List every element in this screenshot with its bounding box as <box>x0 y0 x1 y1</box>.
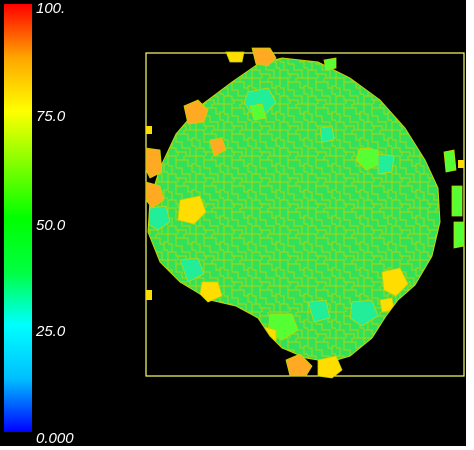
grain-island-left-4 <box>146 126 152 134</box>
grain-island-left-1 <box>183 99 209 125</box>
grain-island-right-4 <box>458 160 464 168</box>
color-scale-bar <box>4 4 32 432</box>
grain-field <box>148 58 440 362</box>
grain-island-bottom-2 <box>317 355 343 379</box>
grain-island-top-3 <box>323 57 337 71</box>
grain-island-right-3 <box>453 221 465 249</box>
colorbar-label-50: 50.0 <box>36 217 66 234</box>
grain-map-plot <box>145 47 465 379</box>
grain-island-bottom-1 <box>285 353 313 377</box>
colorbar-label-75: 75.0 <box>36 108 66 125</box>
colorbar-label-25: 25.0 <box>36 323 66 340</box>
grain-island-right-1 <box>443 149 457 173</box>
grain-island-top-1 <box>225 51 245 63</box>
grain-island-left-6 <box>146 290 152 300</box>
render-viewport: 100. 75.0 50.0 25.0 0.000 <box>0 0 466 447</box>
grain-island-left-3 <box>145 181 165 209</box>
grain-island-left-2 <box>145 147 163 179</box>
grain-island-top-2 <box>251 47 277 67</box>
colorbar-label-min: 0.000 <box>36 430 74 447</box>
colorbar-label-max: 100. <box>36 0 66 17</box>
grain-island-right-2 <box>451 185 463 217</box>
grain-island-left-5 <box>199 281 223 303</box>
